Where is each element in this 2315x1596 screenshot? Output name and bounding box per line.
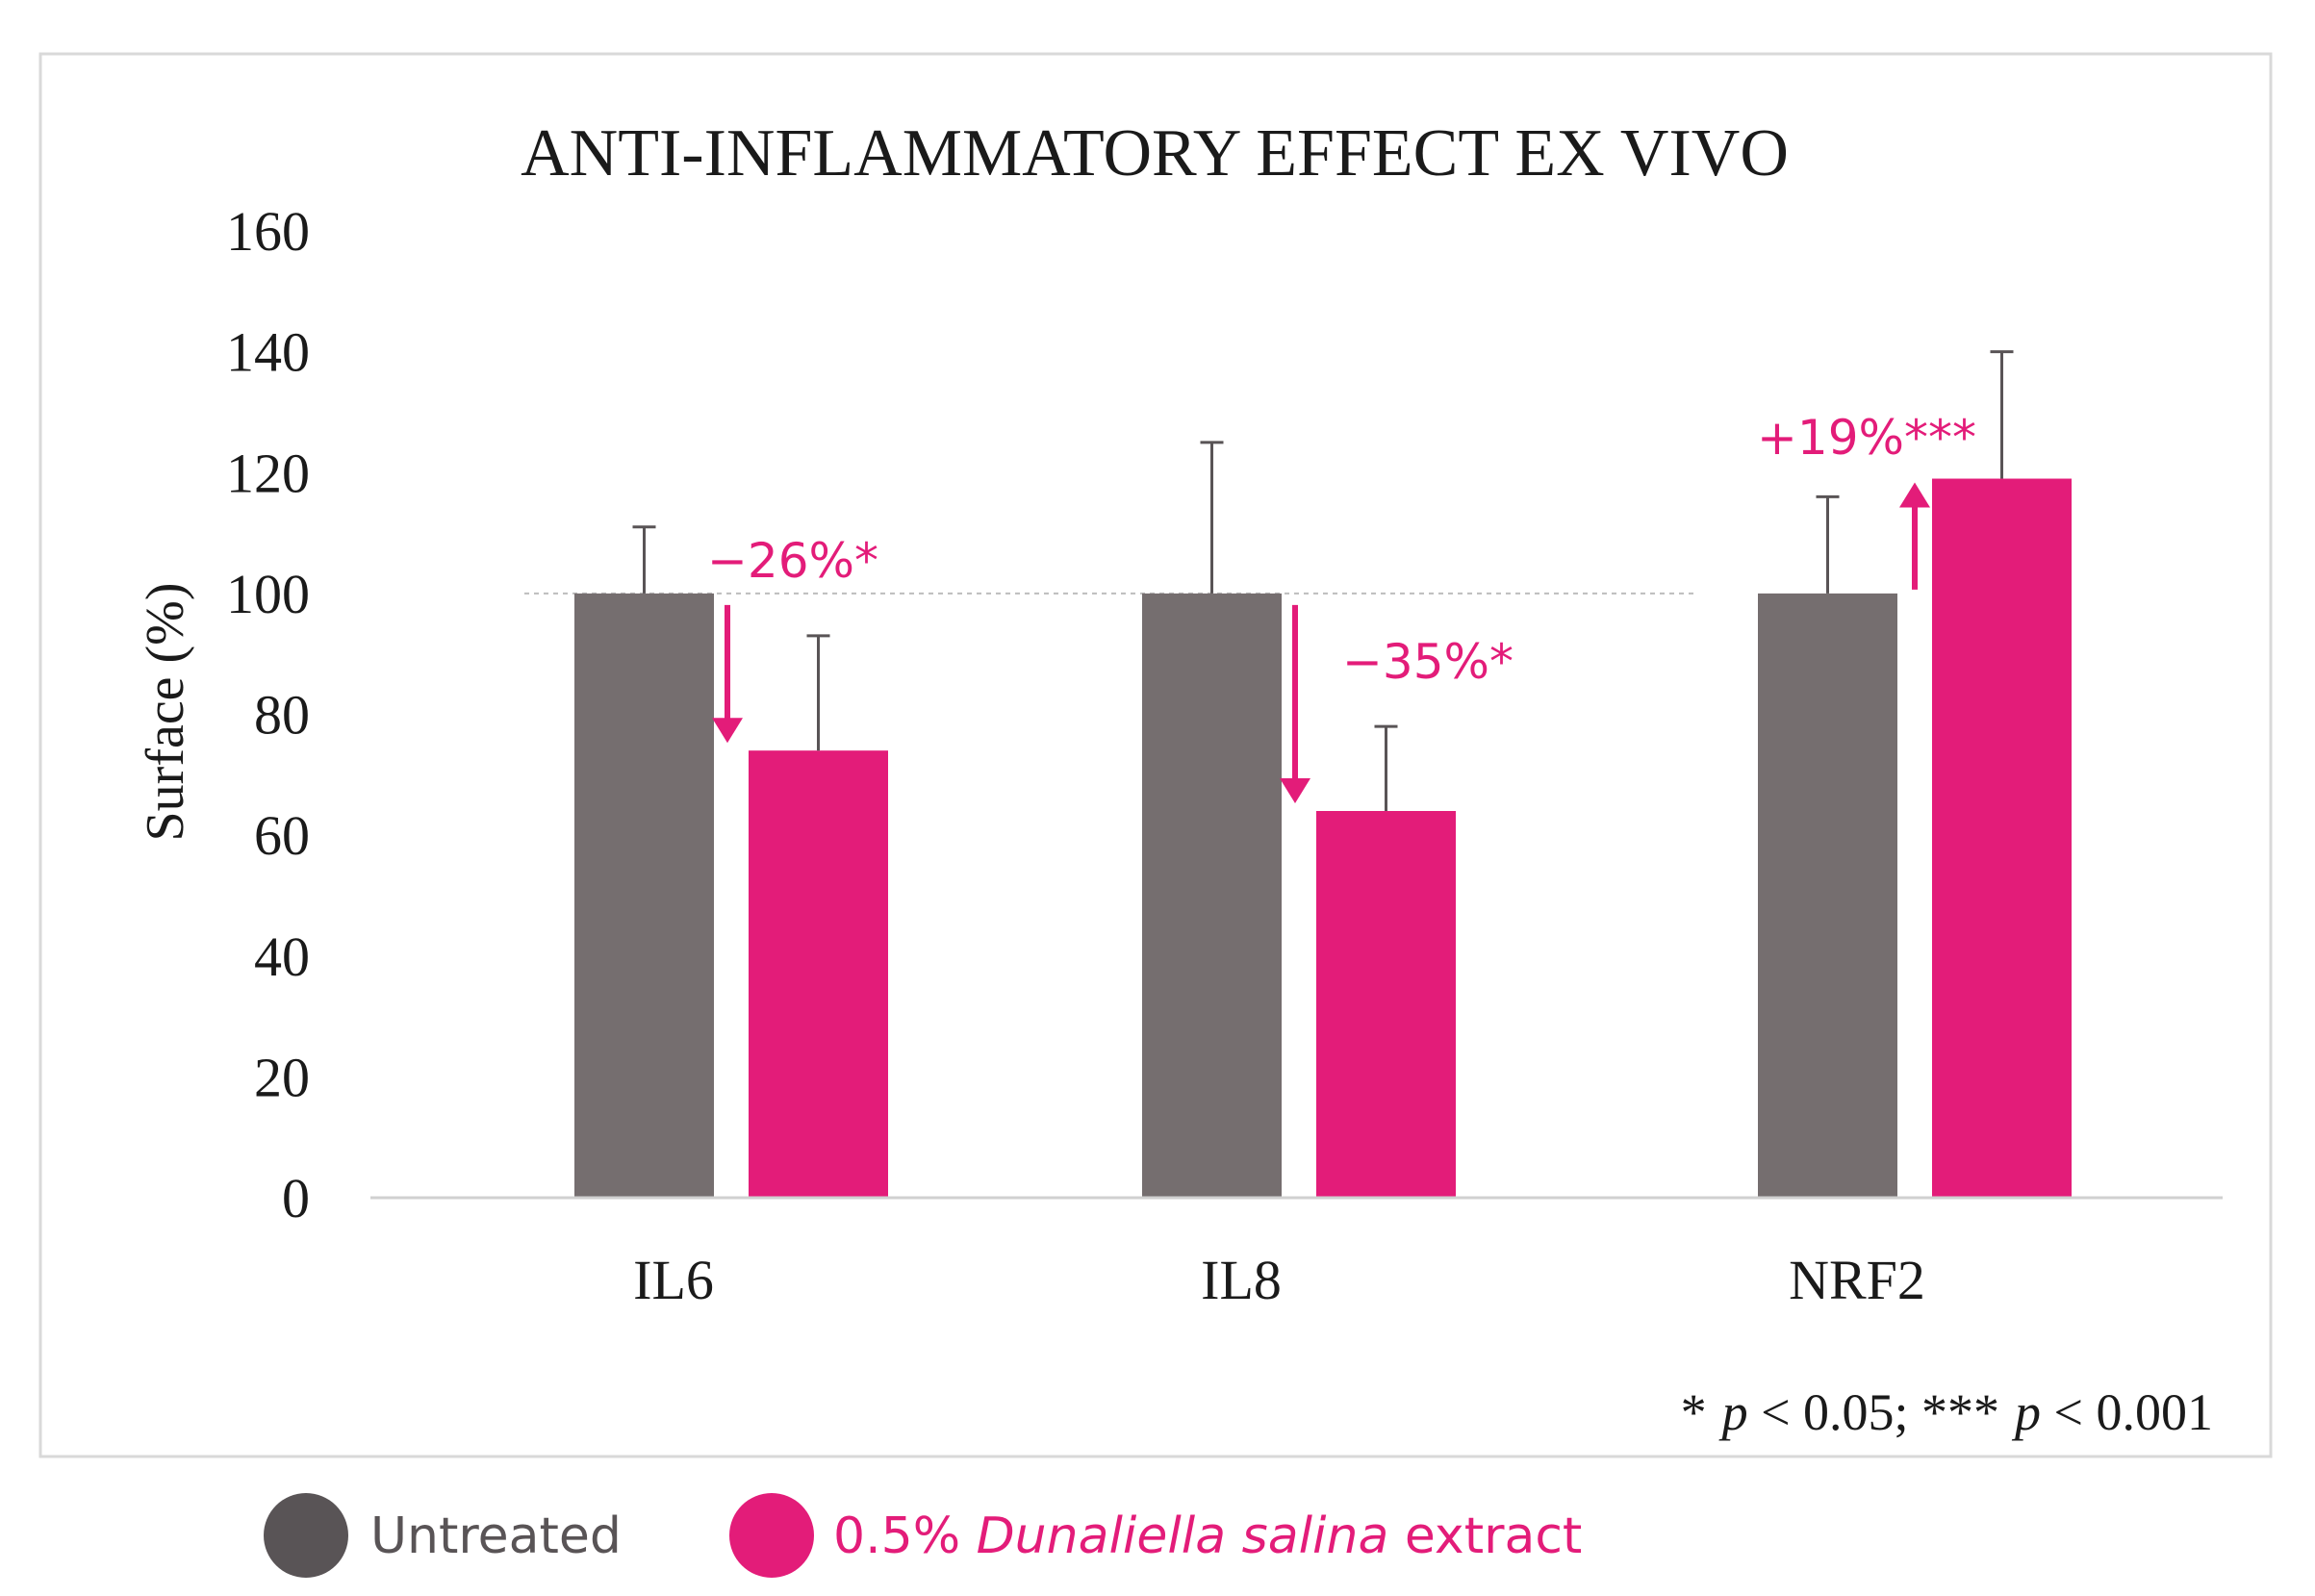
y-tick-label: 80 [254, 684, 310, 747]
bar-il8-untreated [1142, 593, 1282, 1198]
legend: Untreated 0.5% Dunaliella salina extract [264, 1493, 1582, 1578]
legend-label-extract-prefix: 0.5% [833, 1507, 977, 1565]
chart-title: ANTI-INFLAMMATORY EFFECT EX VIVO [521, 116, 1789, 190]
x-tick-label: NRF2 [1789, 1249, 1925, 1311]
bar-nrf2-untreated [1758, 593, 1897, 1198]
legend-swatch-extract [729, 1493, 814, 1578]
annotation-label-il6: −26%* [707, 533, 878, 589]
bars [574, 350, 2072, 1198]
footnote-p1: p [1718, 1383, 1748, 1441]
annotation-arrowhead-il8 [1280, 778, 1310, 803]
y-tick-label: 20 [254, 1046, 310, 1108]
y-tick-label: 140 [226, 321, 310, 384]
y-tick-label: 160 [226, 200, 310, 263]
legend-label-extract: 0.5% Dunaliella salina extract [833, 1507, 1582, 1565]
legend-swatch-untreated [264, 1493, 348, 1578]
annotation-label-il8: −35%* [1342, 634, 1514, 690]
y-axis-label: Surface (%) [136, 583, 195, 842]
x-tick-label: IL6 [633, 1249, 714, 1311]
y-tick-label: 120 [226, 442, 310, 504]
footnote-p2: p [2011, 1383, 2041, 1441]
footnote-val2: < 0.001 [2041, 1383, 2213, 1441]
bar-il8-extract [1316, 811, 1456, 1198]
bar-il6-untreated [574, 593, 714, 1198]
footnote-star1: * [1681, 1383, 1707, 1441]
bar-nrf2-extract [1932, 478, 2072, 1198]
legend-label-untreated: Untreated [370, 1507, 622, 1565]
y-tick-label: 60 [254, 804, 310, 867]
annotations: −26%* −35%* +19%*** [707, 410, 1976, 803]
footnote-val1: < 0.05; [1748, 1383, 1921, 1441]
legend-label-extract-italic: Dunaliella salina [977, 1507, 1389, 1565]
legend-label-extract-suffix: extract [1388, 1507, 1582, 1565]
y-tick-label: 100 [226, 563, 310, 625]
annotation-arrowhead-nrf2 [1899, 482, 1930, 508]
x-tick-label: IL8 [1201, 1249, 1282, 1311]
x-axis: IL6 IL8 NRF2 [633, 1249, 1925, 1311]
y-tick-label: 0 [282, 1167, 310, 1229]
annotation-label-nrf2: +19%*** [1757, 410, 1976, 466]
y-axis: 0 20 40 60 80 100 120 140 160 [226, 200, 310, 1229]
footnote-star3: *** [1921, 1383, 1999, 1441]
y-tick-label: 40 [254, 925, 310, 988]
bar-il6-extract [749, 750, 888, 1198]
footnote: * p < 0.05; *** p < 0.001 [1681, 1383, 2213, 1441]
annotation-arrowhead-il6 [712, 718, 743, 744]
